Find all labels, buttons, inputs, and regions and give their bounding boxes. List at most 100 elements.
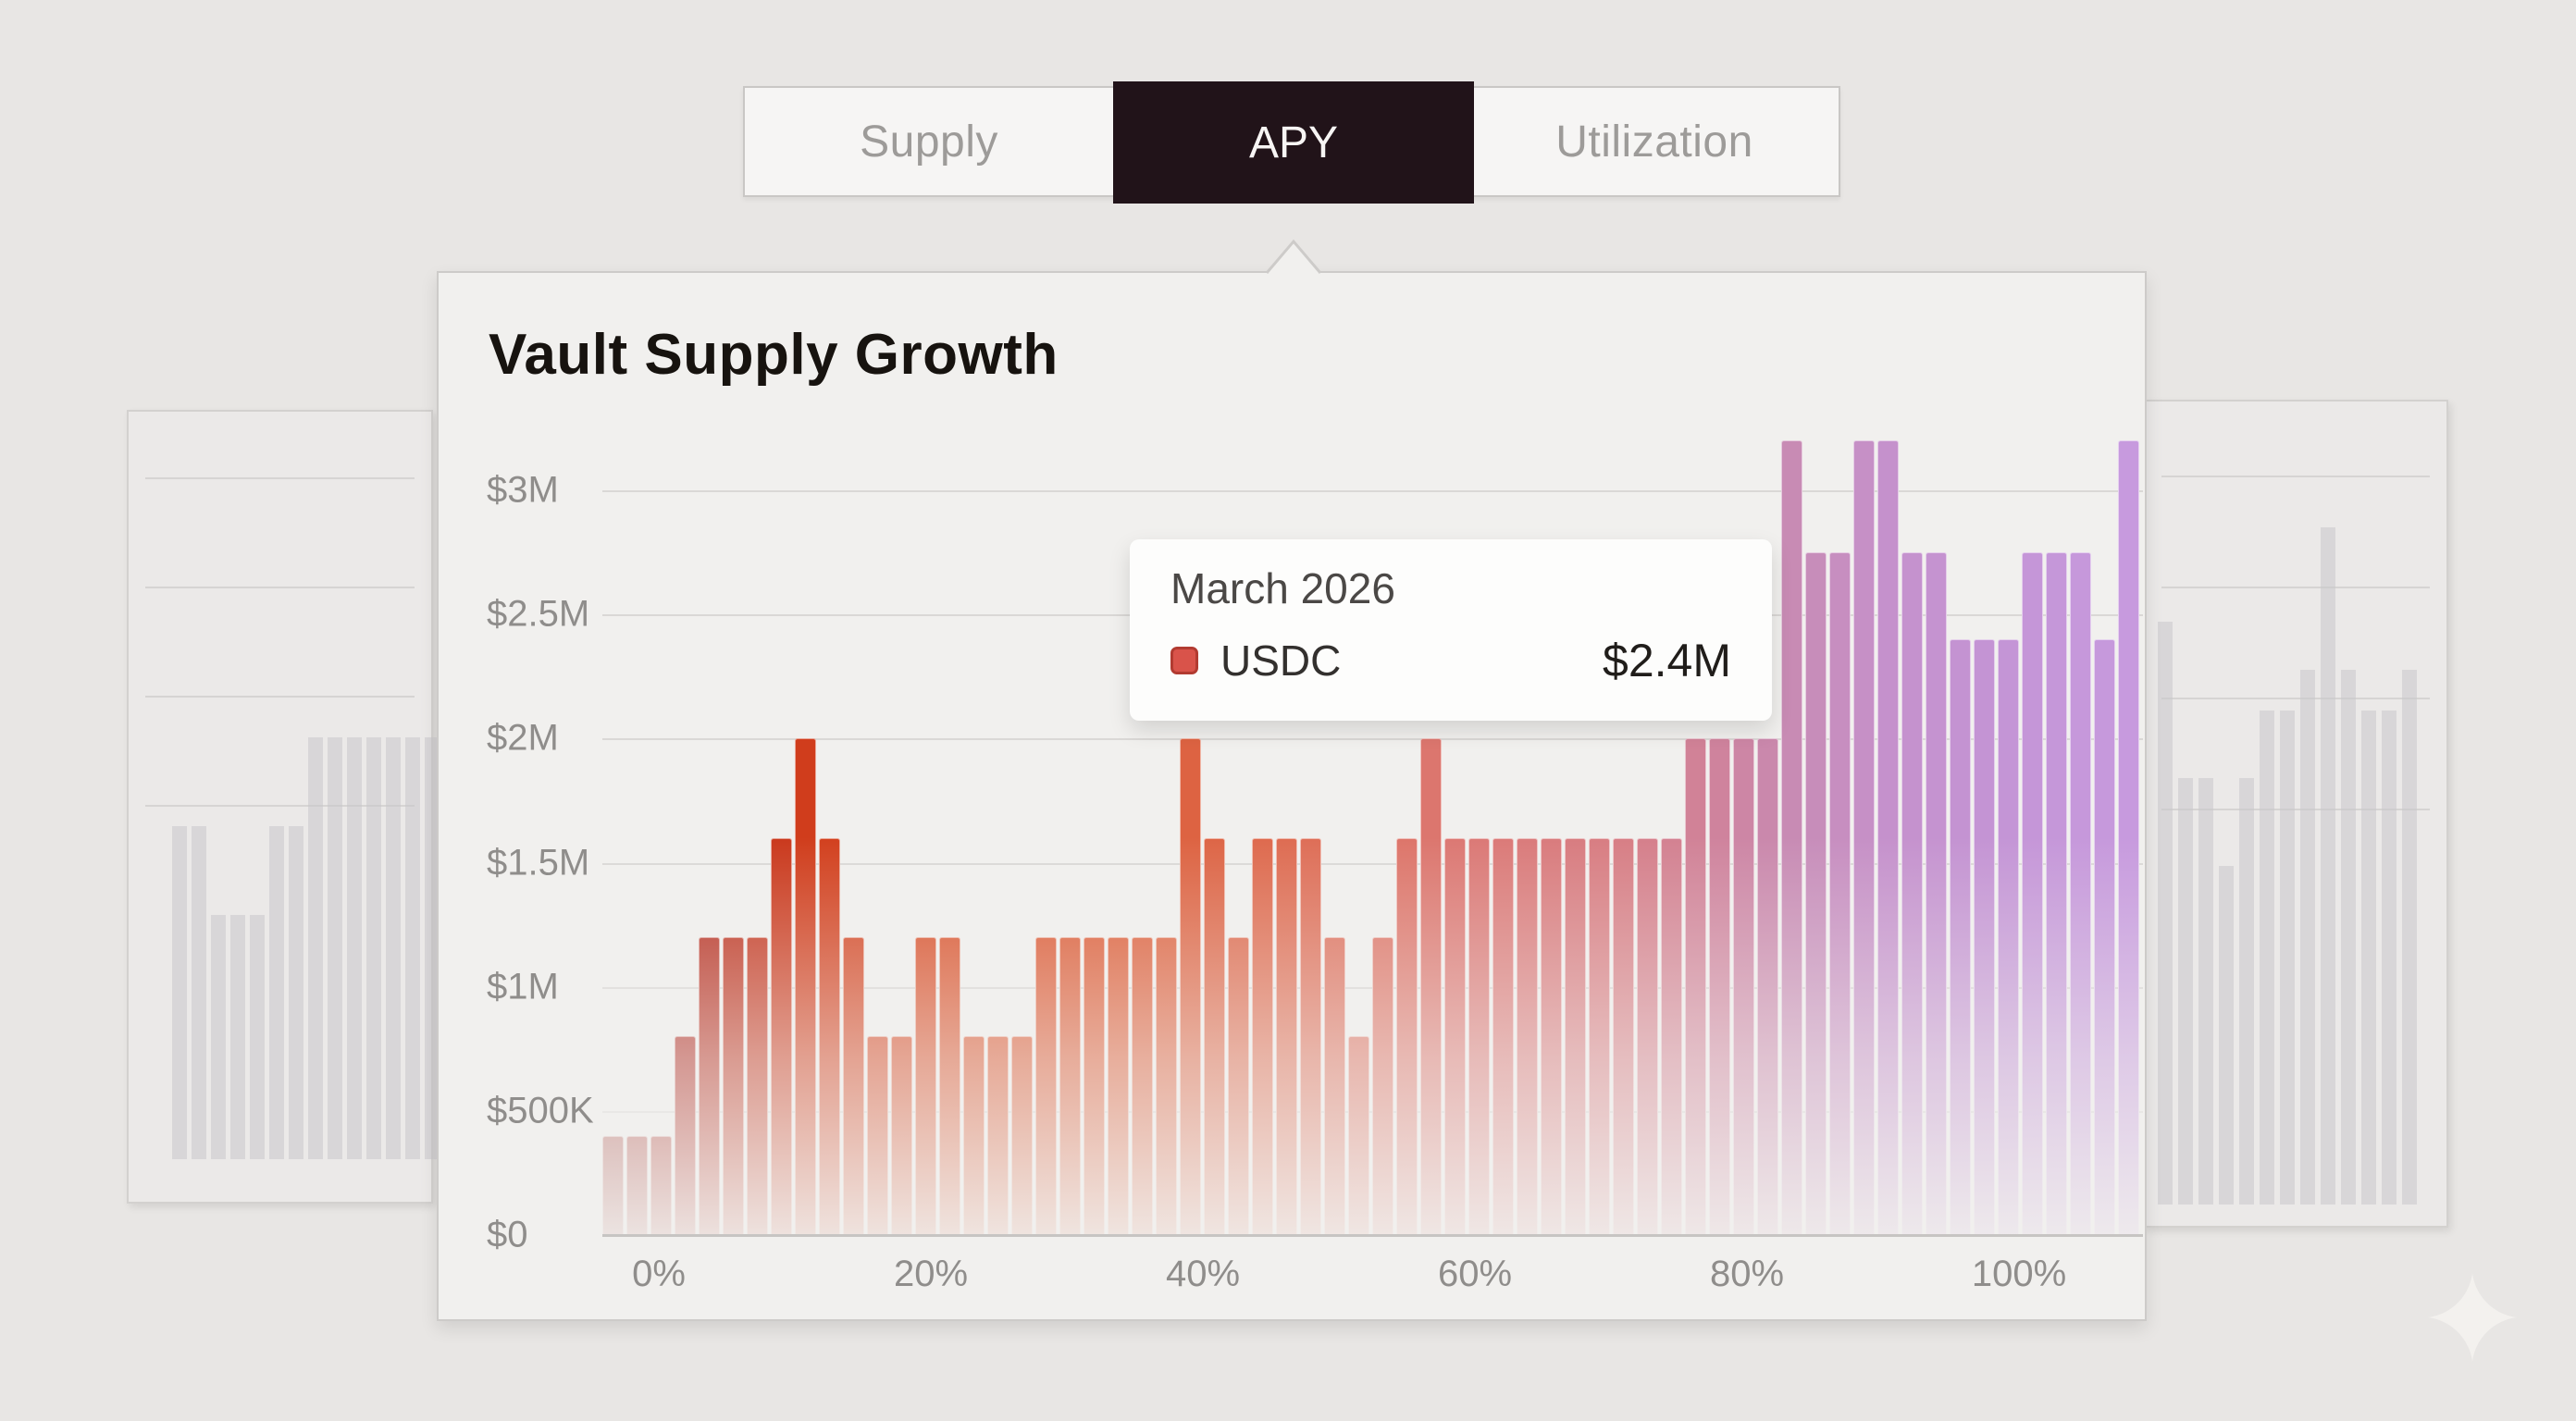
- bar[interactable]: [747, 937, 768, 1235]
- ghost-gridline: [145, 477, 415, 479]
- ghost-bar: [2219, 866, 2234, 1205]
- bar[interactable]: [1372, 937, 1393, 1235]
- background-chart-card-left: [127, 410, 440, 1204]
- bar[interactable]: [1396, 837, 1418, 1235]
- bar[interactable]: [1108, 937, 1129, 1235]
- background-chart-card-right: [2143, 400, 2448, 1228]
- chart-tooltip: March 2026 USDC $2.4M: [1130, 539, 1772, 721]
- bar[interactable]: [2094, 639, 2115, 1235]
- sparkle-icon: [2428, 1273, 2517, 1362]
- bar[interactable]: [1084, 937, 1105, 1235]
- bar[interactable]: [1300, 837, 1321, 1235]
- ghost-bar: [269, 826, 284, 1159]
- gridline: [602, 490, 2143, 493]
- y-axis-label: $2.5M: [487, 593, 590, 635]
- bar[interactable]: [1781, 440, 1802, 1235]
- bar[interactable]: [1901, 552, 1923, 1235]
- ghost-bar: [328, 737, 342, 1159]
- bar[interactable]: [795, 738, 816, 1235]
- y-axis-label: $2M: [487, 717, 559, 759]
- ghost-gridline: [2161, 587, 2430, 588]
- bar[interactable]: [771, 837, 792, 1235]
- bar[interactable]: [675, 1036, 696, 1235]
- bar[interactable]: [1517, 837, 1538, 1235]
- bar[interactable]: [1444, 837, 1466, 1235]
- bar[interactable]: [1204, 837, 1225, 1235]
- bar[interactable]: [1252, 837, 1273, 1235]
- bar[interactable]: [1324, 937, 1345, 1235]
- ghost-bar: [386, 737, 401, 1159]
- bar[interactable]: [1468, 837, 1490, 1235]
- bar[interactable]: [1853, 440, 1875, 1235]
- ghost-bar: [2382, 710, 2396, 1205]
- bar[interactable]: [891, 1036, 912, 1235]
- x-axis-label: 20%: [893, 1254, 969, 1294]
- x-axis-label: 100%: [1971, 1254, 2067, 1294]
- bar[interactable]: [2118, 440, 2139, 1235]
- bar[interactable]: [1348, 1036, 1369, 1235]
- ghost-bar: [192, 826, 206, 1159]
- ghost-bar: [2158, 622, 2173, 1205]
- bar[interactable]: [843, 937, 864, 1235]
- x-axis-label: 80%: [1709, 1254, 1785, 1294]
- tab-apy[interactable]: APY: [1113, 81, 1474, 204]
- bar[interactable]: [602, 1135, 624, 1235]
- bar[interactable]: [1180, 738, 1201, 1235]
- page-title: Vault Supply Growth: [489, 323, 1059, 387]
- bar[interactable]: [1565, 837, 1586, 1235]
- bar[interactable]: [1974, 639, 1995, 1235]
- bar[interactable]: [1059, 937, 1081, 1235]
- ghost-bar: [2239, 778, 2254, 1205]
- bar[interactable]: [915, 937, 936, 1235]
- bar[interactable]: [699, 937, 720, 1235]
- bar[interactable]: [1276, 837, 1297, 1235]
- bar[interactable]: [1420, 738, 1442, 1235]
- tab-supply[interactable]: Supply: [745, 88, 1113, 195]
- bar[interactable]: [1541, 837, 1562, 1235]
- ghost-bar: [2280, 710, 2295, 1205]
- bar[interactable]: [1998, 639, 2019, 1235]
- bar[interactable]: [963, 1036, 985, 1235]
- bar[interactable]: [987, 1036, 1009, 1235]
- ghost-bar: [2260, 710, 2274, 1205]
- ghost-bar: [2402, 670, 2417, 1205]
- bar[interactable]: [2046, 552, 2067, 1235]
- bar[interactable]: [1805, 552, 1827, 1235]
- bar[interactable]: [723, 937, 744, 1235]
- bar[interactable]: [1877, 440, 1899, 1235]
- bar[interactable]: [1011, 1036, 1033, 1235]
- bar[interactable]: [650, 1135, 672, 1235]
- bar[interactable]: [1829, 552, 1851, 1235]
- bar[interactable]: [1156, 937, 1177, 1235]
- bar[interactable]: [1733, 738, 1754, 1235]
- ghost-bar: [366, 737, 381, 1159]
- bar[interactable]: [2022, 552, 2043, 1235]
- ghost-bar: [211, 915, 226, 1159]
- y-axis-label: $0: [487, 1214, 528, 1255]
- bar[interactable]: [1228, 937, 1249, 1235]
- bar[interactable]: [939, 937, 960, 1235]
- bar[interactable]: [2070, 552, 2091, 1235]
- bar[interactable]: [819, 837, 840, 1235]
- bar[interactable]: [1035, 937, 1057, 1235]
- bar[interactable]: [626, 1135, 648, 1235]
- ghost-bar: [405, 737, 420, 1159]
- bar[interactable]: [1613, 837, 1634, 1235]
- bar[interactable]: [1661, 837, 1682, 1235]
- tab-utilization[interactable]: Utilization: [1470, 88, 1839, 195]
- chart-tab-bar: Supply Utilization APY: [743, 81, 1840, 204]
- tooltip-date: March 2026: [1170, 564, 1395, 612]
- bar[interactable]: [1950, 639, 1971, 1235]
- bar[interactable]: [1926, 552, 1947, 1235]
- bar[interactable]: [1492, 837, 1514, 1235]
- bar[interactable]: [1757, 738, 1778, 1235]
- bar[interactable]: [1685, 738, 1706, 1235]
- bar[interactable]: [1637, 837, 1658, 1235]
- ghost-gridline: [145, 587, 415, 588]
- ghost-bar: [425, 737, 440, 1159]
- bar[interactable]: [1589, 837, 1610, 1235]
- bar[interactable]: [867, 1036, 888, 1235]
- bar[interactable]: [1132, 937, 1153, 1235]
- bar[interactable]: [1709, 738, 1730, 1235]
